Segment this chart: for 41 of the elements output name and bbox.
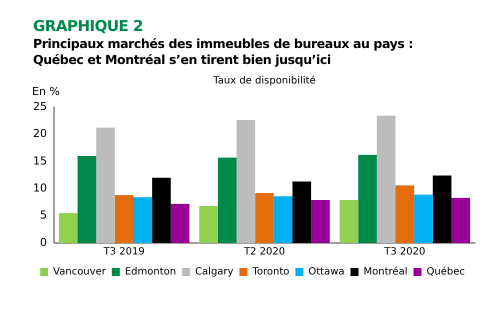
bar — [451, 198, 470, 243]
x-tick-label: T3 2019 — [102, 246, 145, 258]
chart-title: GRAPHIQUE 2 — [33, 17, 143, 35]
bar — [376, 116, 396, 243]
bar — [311, 200, 330, 243]
legend-label: Calgary — [195, 266, 234, 278]
bar — [358, 154, 377, 243]
y-tick-label: 0 — [40, 236, 47, 249]
bar — [152, 178, 171, 243]
bar — [218, 158, 237, 243]
bar — [396, 185, 414, 243]
bar — [236, 120, 256, 243]
text: Taux de disponibilité — [212, 76, 316, 87]
y-tick-label: 15 — [32, 154, 47, 168]
bar — [170, 204, 190, 243]
bar — [432, 176, 452, 243]
bar — [58, 213, 78, 243]
bar — [78, 156, 96, 243]
bar — [133, 197, 152, 243]
x-tick-label: T3 2020 — [383, 246, 426, 258]
bar — [340, 200, 358, 243]
bar — [292, 182, 312, 243]
legend-label: Edmonton — [124, 266, 176, 278]
bar — [414, 194, 433, 243]
x-tick-label: T2 2020 — [242, 246, 286, 258]
bar — [114, 195, 134, 243]
y-tick-label: 5 — [40, 208, 47, 222]
y-axis-title: En % — [32, 84, 60, 98]
bar — [274, 196, 292, 243]
bar — [96, 128, 115, 243]
y-tick-label: 25 — [32, 100, 47, 113]
y-tick-label: 10 — [32, 181, 47, 194]
legend-label: Ottawa — [308, 266, 345, 278]
legend-label: Toronto — [251, 266, 290, 278]
legend-label: Vancouver — [53, 266, 107, 278]
legend-label: Québec — [426, 266, 465, 278]
bar — [255, 192, 274, 243]
bar — [199, 206, 218, 243]
legend-label: Montréal — [364, 266, 408, 278]
chart-subtitle: Principaux marchés des immeubles de bureaux au pays : Québec et Montréal s’en tirent bien jusqu’ici — [33, 36, 413, 68]
y-tick-label: 20 — [32, 127, 47, 140]
